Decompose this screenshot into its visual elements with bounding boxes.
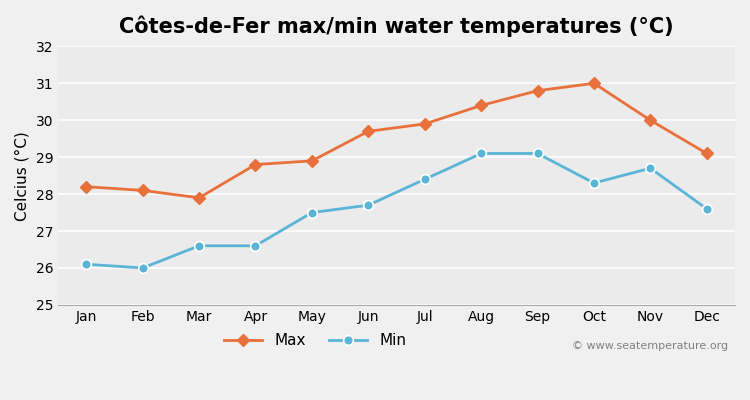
Min <box>194 243 203 248</box>
Min <box>533 151 542 156</box>
Min <box>251 243 260 248</box>
Max <box>194 195 203 200</box>
Min <box>420 177 429 182</box>
Min <box>646 166 655 171</box>
Max <box>702 151 711 156</box>
Line: Max: Max <box>82 79 711 202</box>
Min <box>138 266 147 270</box>
Min <box>702 206 711 211</box>
Min <box>590 181 598 186</box>
Min <box>308 210 316 215</box>
Min <box>82 262 91 267</box>
Max <box>533 88 542 93</box>
Max <box>364 129 373 134</box>
Text: © www.seatemperature.org: © www.seatemperature.org <box>572 342 728 352</box>
Max <box>138 188 147 193</box>
Legend: Max, Min: Max, Min <box>218 327 412 354</box>
Min <box>477 151 486 156</box>
Title: Côtes-de-Fer max/min water temperatures (°C): Côtes-de-Fer max/min water temperatures … <box>119 15 674 36</box>
Y-axis label: Celcius (°C): Celcius (°C) <box>15 131 30 220</box>
Max <box>477 103 486 108</box>
Max <box>308 158 316 163</box>
Line: Min: Min <box>82 149 712 273</box>
Max <box>82 184 91 189</box>
Max <box>420 122 429 126</box>
Max <box>590 81 598 86</box>
Min <box>364 203 373 208</box>
Max <box>251 162 260 167</box>
Max <box>646 118 655 123</box>
